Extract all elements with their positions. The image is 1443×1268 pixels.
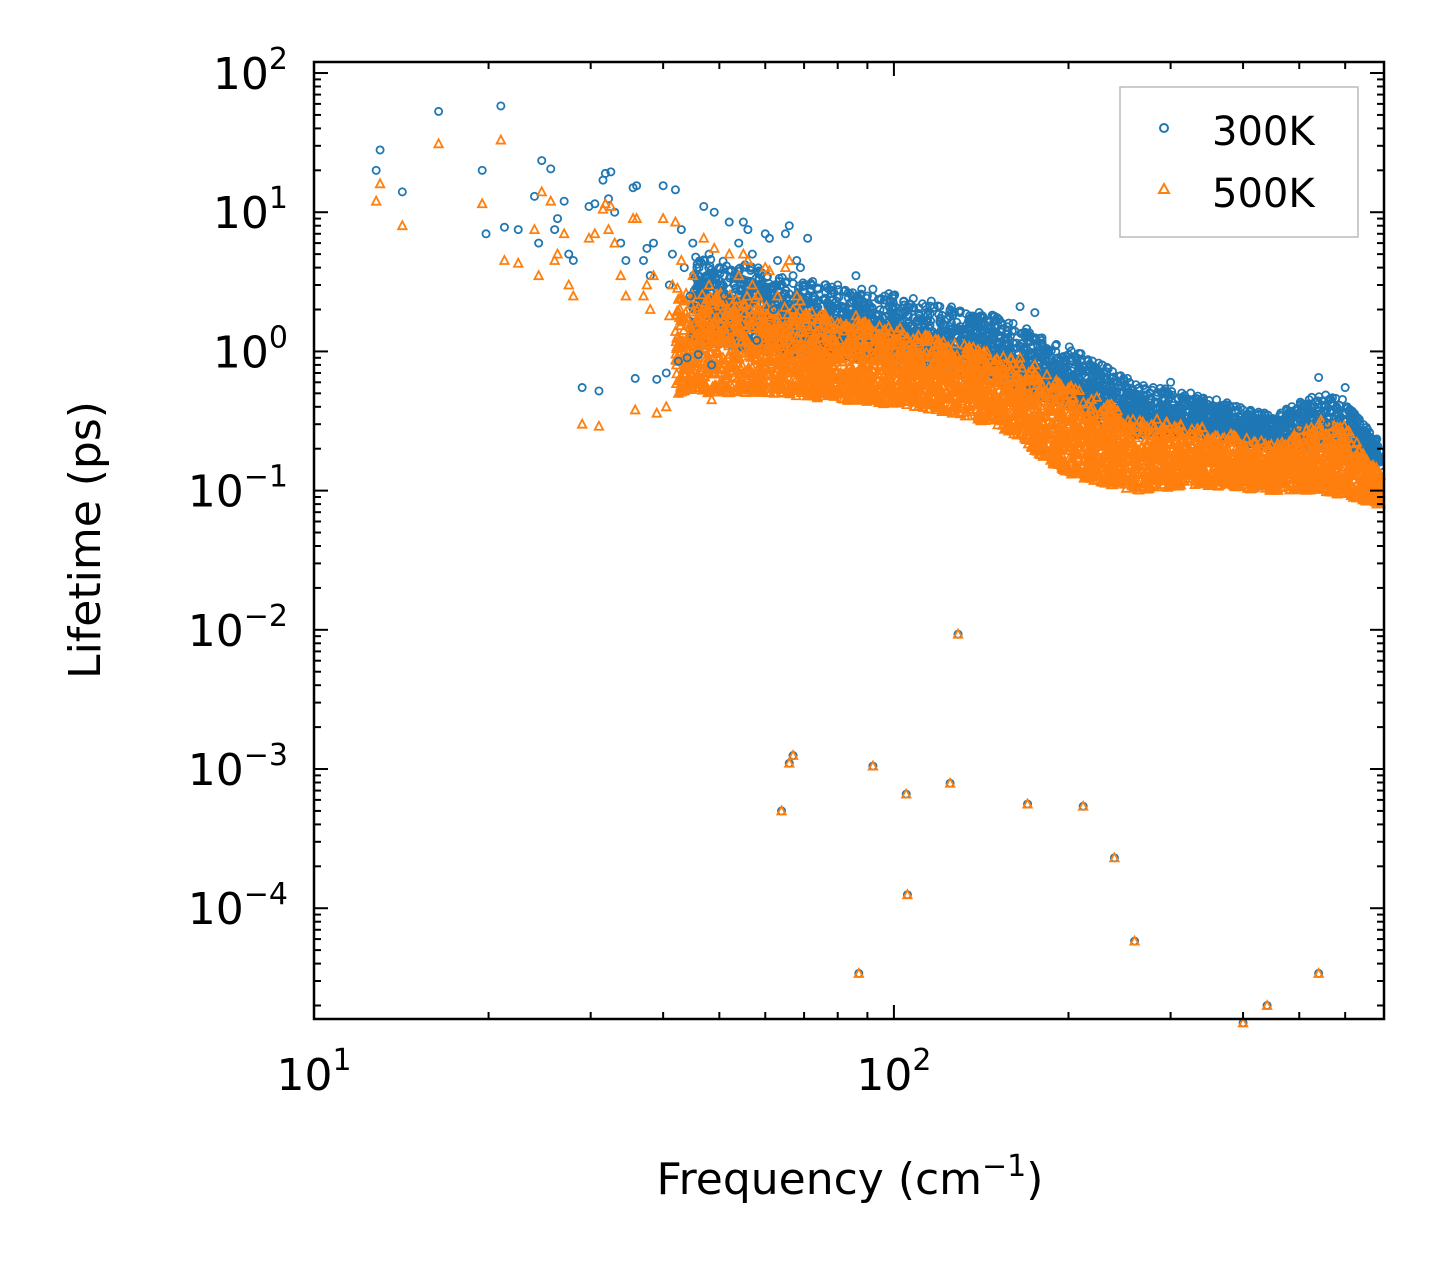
dense-bands <box>669 252 1387 509</box>
band-point-300k <box>875 305 885 315</box>
band-point-300k <box>983 327 993 337</box>
band-point-300k <box>746 265 756 275</box>
